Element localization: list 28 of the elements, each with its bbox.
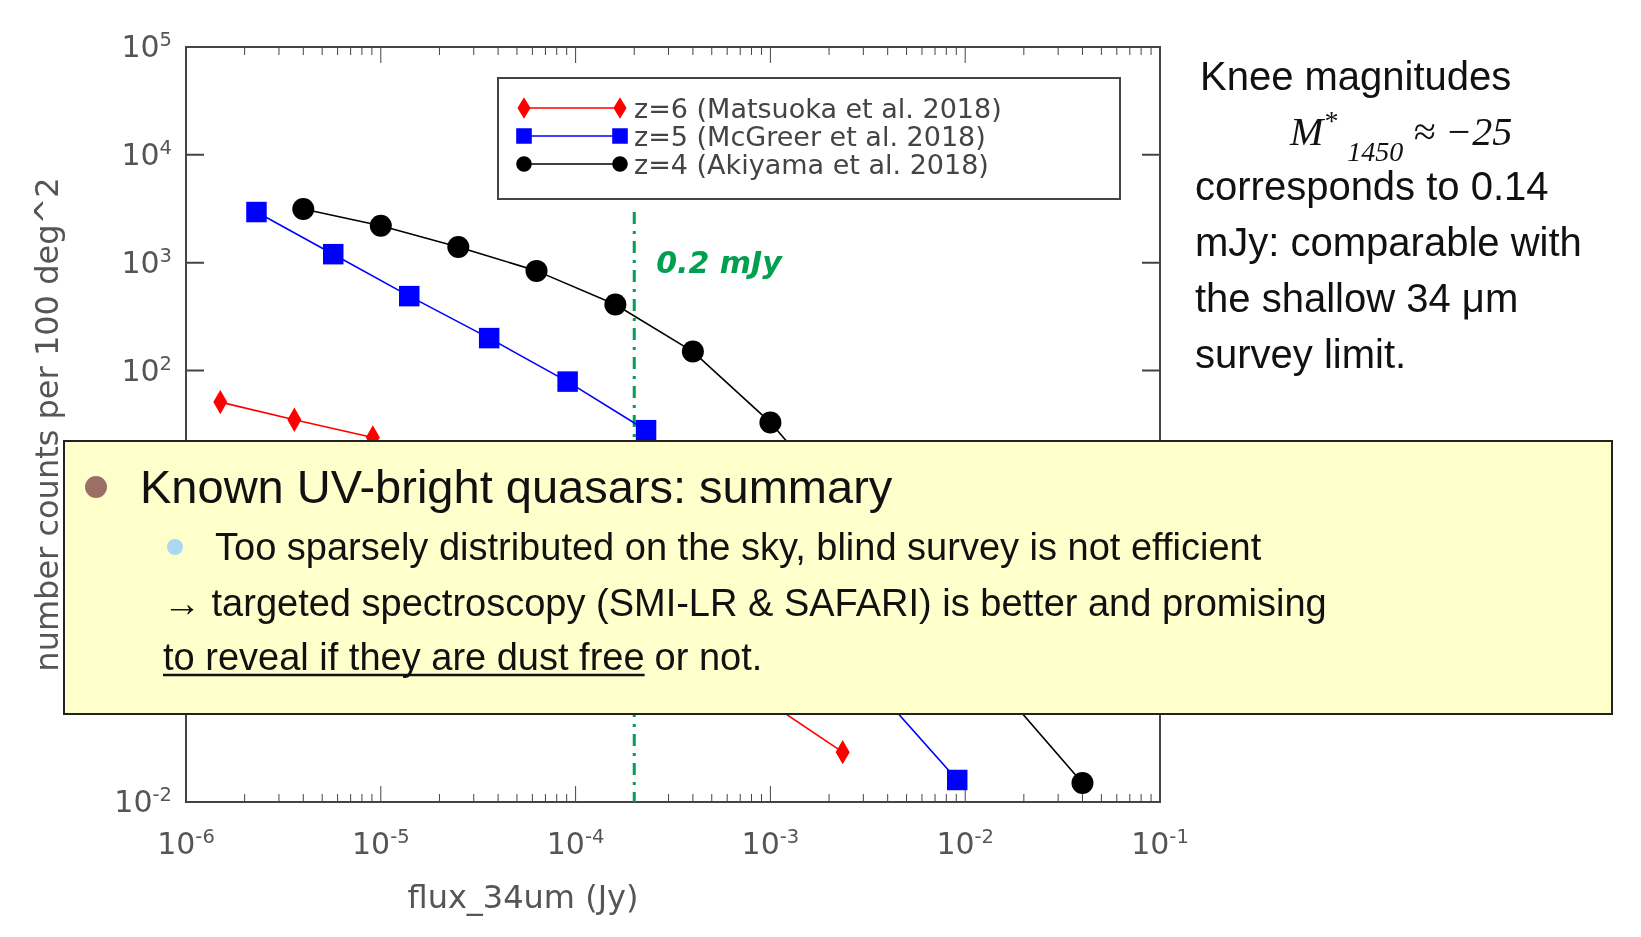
legend-label: z=6 (Matsuoka et al. 2018) bbox=[634, 93, 1002, 124]
text: M$^{*}$$_{1450}$ ≈ −25 bbox=[1289, 104, 1513, 167]
text: mJy: comparable with bbox=[1195, 220, 1582, 264]
y-axis-title: number counts per 100 deg^2 bbox=[28, 177, 66, 672]
x-axis-title: flux_34um (Jy) bbox=[407, 878, 639, 916]
text: corresponds to 0.14 bbox=[1195, 164, 1549, 208]
annotation: Known UV-bright quasars: summary bbox=[140, 460, 893, 513]
annotation: to reveal if they are dust free bbox=[163, 636, 645, 678]
text: Knee magnitudes bbox=[1200, 54, 1512, 98]
y-tick-label: 10$^{3}$ bbox=[121, 243, 172, 280]
x-tick-label: 10$^{-4}$ bbox=[546, 824, 605, 861]
annotation: → targeted spectroscopy (SMI-LR & SAFARI) is better and promising bbox=[163, 582, 1327, 624]
x-tick-label: 10$^{-5}$ bbox=[351, 824, 410, 861]
annotation: or not. bbox=[654, 636, 763, 678]
y-tick-label: 10$^{-2}$ bbox=[114, 782, 172, 819]
ref-line-label: 0.2 mJy bbox=[656, 245, 784, 280]
x-tick-label: 10$^{-3}$ bbox=[741, 824, 800, 861]
text: survey limit. bbox=[1195, 332, 1407, 376]
y-tick-label: 10$^{4}$ bbox=[121, 135, 172, 172]
x-tick-label: 10$^{-1}$ bbox=[1131, 824, 1189, 861]
annotation: Too sparsely distributed on the sky, blind survey is not efficient bbox=[215, 526, 1262, 568]
legend-label: z=4 (Akiyama et al. 2018) bbox=[634, 149, 989, 180]
y-tick-label: 10$^{5}$ bbox=[121, 27, 172, 64]
legend-label: z=5 (McGreer et al. 2018) bbox=[634, 121, 986, 152]
text: the shallow 34 μm bbox=[1195, 276, 1519, 320]
x-tick-label: 10$^{-2}$ bbox=[936, 824, 995, 861]
x-tick-label: 10$^{-6}$ bbox=[157, 824, 215, 861]
y-tick-label: 10$^{2}$ bbox=[121, 351, 172, 388]
